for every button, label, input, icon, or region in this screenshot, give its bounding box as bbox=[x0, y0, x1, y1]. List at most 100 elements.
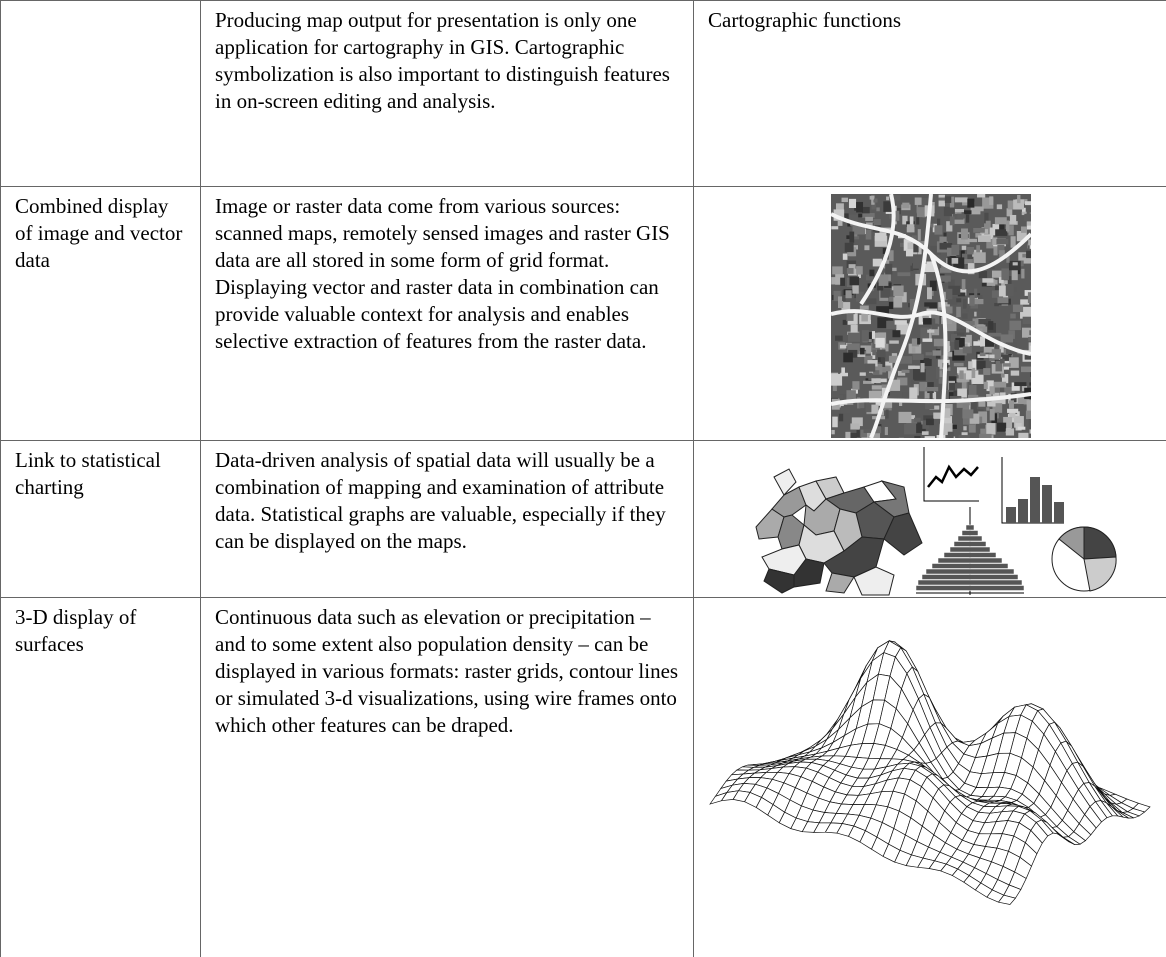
caption-cell: Cartographic functions bbox=[693, 0, 1166, 187]
photo-texture bbox=[994, 302, 999, 307]
photo-texture bbox=[957, 388, 967, 398]
photo-texture bbox=[968, 361, 973, 370]
photo-texture bbox=[1000, 334, 1014, 343]
pyramid-bar bbox=[957, 535, 983, 542]
photo-texture bbox=[874, 424, 882, 428]
photo-texture bbox=[835, 203, 844, 214]
photo-texture bbox=[849, 231, 855, 243]
photo-texture bbox=[1012, 262, 1018, 266]
photo-texture bbox=[888, 367, 895, 379]
photo-texture bbox=[993, 381, 1007, 388]
photo-texture bbox=[967, 263, 975, 275]
photo-texture bbox=[982, 339, 994, 347]
pyramid-bar bbox=[953, 541, 987, 547]
photo-texture bbox=[845, 290, 852, 299]
photo-texture bbox=[916, 422, 926, 433]
photo-texture bbox=[864, 245, 870, 251]
photo-texture bbox=[989, 196, 994, 205]
photo-texture bbox=[831, 226, 839, 230]
photo-texture bbox=[962, 413, 976, 425]
road bbox=[831, 309, 1031, 356]
photo-texture bbox=[856, 201, 864, 213]
photo-texture bbox=[1028, 239, 1031, 246]
road bbox=[929, 253, 948, 438]
photo-texture bbox=[938, 366, 943, 378]
road bbox=[869, 194, 933, 438]
photo-texture bbox=[842, 319, 847, 325]
photo-texture bbox=[983, 368, 991, 376]
photo-texture bbox=[979, 352, 986, 357]
photo-texture bbox=[1009, 214, 1017, 224]
photo-texture bbox=[914, 417, 921, 422]
photo-texture bbox=[957, 292, 966, 297]
photo-texture bbox=[956, 306, 961, 318]
photo-texture bbox=[1002, 363, 1011, 367]
photo-texture bbox=[944, 318, 953, 325]
photo-texture bbox=[865, 363, 876, 372]
photo-texture bbox=[880, 357, 886, 368]
photo-texture bbox=[1017, 426, 1026, 430]
photo-texture bbox=[960, 259, 973, 265]
photo-texture bbox=[962, 313, 968, 319]
photo-texture bbox=[1006, 208, 1013, 217]
photo-texture bbox=[914, 435, 921, 438]
photo-texture bbox=[1026, 400, 1031, 412]
photo-texture bbox=[907, 242, 918, 255]
photo-texture bbox=[876, 306, 890, 315]
photo-texture bbox=[882, 343, 889, 352]
photo-texture bbox=[942, 306, 953, 314]
pyramid-bar bbox=[949, 546, 991, 553]
photo-texture bbox=[961, 245, 967, 250]
photo-texture bbox=[938, 194, 945, 207]
photo-texture bbox=[869, 269, 875, 277]
photo-texture bbox=[905, 249, 914, 257]
photo-texture bbox=[946, 221, 953, 232]
photo-texture bbox=[978, 411, 988, 424]
pie-chart bbox=[1051, 526, 1117, 592]
photo-texture bbox=[1000, 373, 1005, 378]
photo-texture bbox=[999, 250, 1005, 258]
photo-texture bbox=[1017, 397, 1030, 405]
photo-texture bbox=[859, 401, 865, 409]
photo-texture bbox=[954, 349, 967, 356]
photo-texture bbox=[979, 433, 992, 438]
photo-texture bbox=[972, 206, 984, 212]
photo-texture bbox=[920, 363, 925, 373]
photo-texture bbox=[1014, 382, 1027, 387]
photo-texture bbox=[982, 278, 994, 283]
photo-texture bbox=[873, 363, 883, 375]
photo-texture bbox=[899, 402, 903, 407]
photo-texture bbox=[1010, 313, 1016, 319]
photo-texture bbox=[848, 214, 858, 223]
photo-texture bbox=[996, 204, 1003, 210]
label-cell: 3-D display of surfaces bbox=[0, 597, 201, 957]
photo-texture bbox=[1001, 280, 1008, 288]
photo-texture bbox=[856, 397, 861, 409]
statistical-map-image bbox=[755, 447, 1117, 596]
photo-texture bbox=[913, 243, 919, 253]
pyramid-bar bbox=[925, 568, 1015, 575]
photo-texture bbox=[933, 338, 944, 347]
photo-texture bbox=[1018, 252, 1031, 264]
photo-texture bbox=[852, 223, 865, 235]
table-row: Combined display of image and vector dat… bbox=[0, 186, 1166, 441]
photo-texture bbox=[976, 245, 981, 253]
photo-texture bbox=[898, 437, 904, 438]
photo-texture bbox=[959, 334, 972, 347]
photo-texture bbox=[1008, 400, 1014, 409]
choropleth bbox=[755, 468, 923, 596]
photo-texture bbox=[917, 229, 921, 241]
photo-texture bbox=[885, 361, 893, 369]
photo-texture bbox=[857, 273, 861, 279]
photo-texture bbox=[958, 435, 970, 438]
photo-texture bbox=[933, 412, 944, 419]
photo-texture bbox=[992, 403, 1003, 413]
photo-texture bbox=[986, 423, 996, 435]
photo-texture bbox=[885, 409, 889, 419]
photo-texture bbox=[953, 378, 965, 383]
photo-texture bbox=[952, 424, 957, 429]
photo-texture bbox=[847, 343, 860, 355]
photo-texture bbox=[986, 407, 990, 411]
photo-texture bbox=[1021, 268, 1025, 279]
photo-texture bbox=[917, 245, 922, 255]
